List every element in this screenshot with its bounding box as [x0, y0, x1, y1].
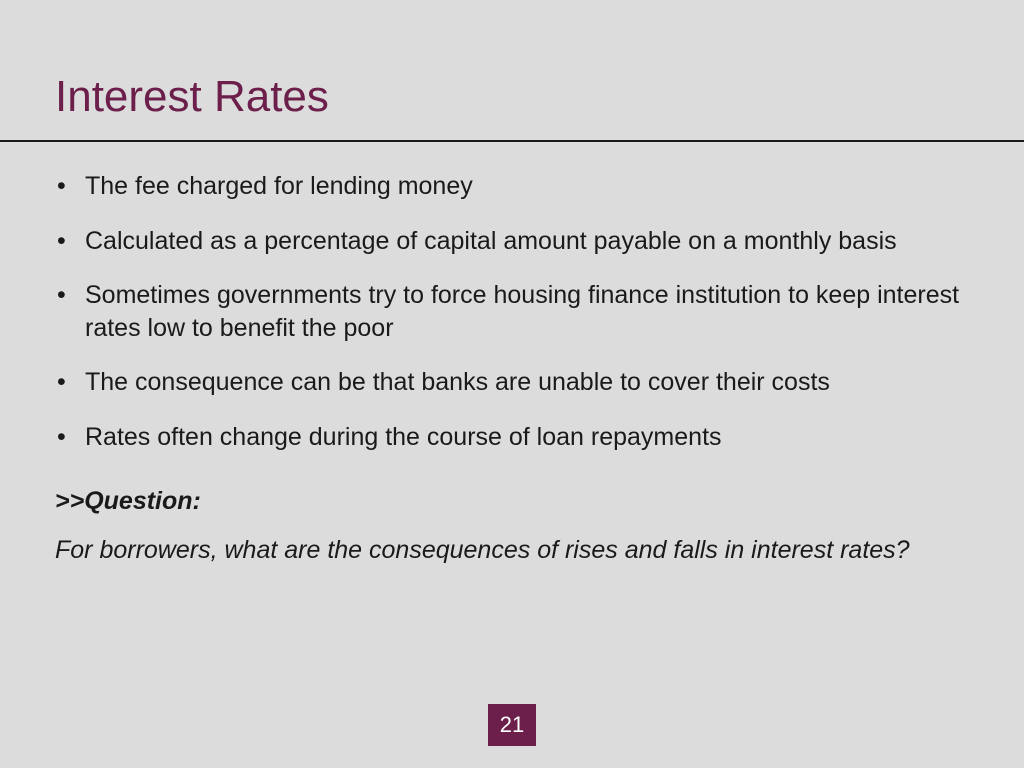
bullet-item: The fee charged for lending money [85, 170, 969, 203]
bullet-item: Rates often change during the course of … [85, 421, 969, 454]
slide-content: The fee charged for lending money Calcul… [55, 170, 969, 565]
bullet-item: The consequence can be that banks are un… [85, 366, 969, 399]
title-divider [0, 140, 1024, 142]
slide: Interest Rates The fee charged for lendi… [0, 0, 1024, 768]
question-label: >>Question: [55, 487, 969, 516]
bullet-item: Calculated as a percentage of capital am… [85, 225, 969, 258]
page-number-value: 21 [500, 712, 524, 738]
question-text: For borrowers, what are the consequences… [55, 536, 969, 565]
page-number-badge: 21 [488, 704, 536, 746]
bullet-list: The fee charged for lending money Calcul… [55, 170, 969, 453]
bullet-item: Sometimes governments try to force housi… [85, 279, 969, 344]
slide-title: Interest Rates [55, 72, 329, 122]
